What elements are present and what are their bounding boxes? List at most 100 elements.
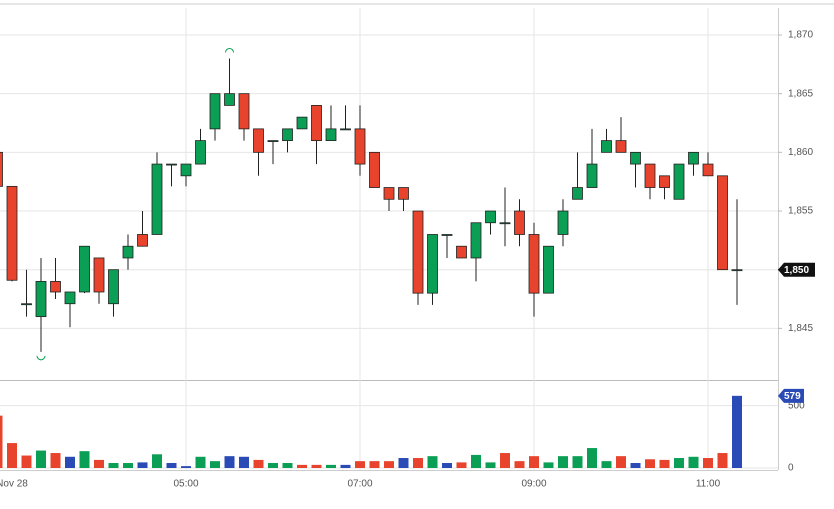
- volume-bar: [0, 415, 3, 468]
- volume-bar: [413, 458, 423, 468]
- candle-body: [64, 291, 76, 305]
- candle-body: [441, 234, 453, 236]
- volume-bar: [50, 453, 61, 468]
- x-tick-label: 07:00: [347, 479, 372, 490]
- volume-bar: [732, 395, 742, 468]
- last-volume-tag: [778, 388, 804, 403]
- candle-body: [195, 140, 206, 165]
- volume-bar: [210, 461, 220, 468]
- candle-body: [311, 105, 322, 142]
- y-tick-label: 1,845: [788, 323, 813, 334]
- volume-bar: [703, 458, 713, 468]
- volume-bar: [181, 466, 191, 468]
- candle-body: [325, 128, 337, 142]
- volume-bar: [645, 459, 655, 468]
- volume-bar: [442, 463, 452, 468]
- volume-bar: [355, 461, 365, 468]
- candle-body: [282, 128, 293, 142]
- candle-body: [166, 163, 177, 166]
- volume-bar: [587, 448, 597, 468]
- volume-bar: [384, 461, 394, 468]
- candle-body: [572, 187, 583, 200]
- candle-body: [122, 245, 134, 259]
- last-price-label: 1,850: [784, 265, 809, 276]
- volume-bar: [79, 451, 90, 468]
- volume-bar: [369, 461, 380, 468]
- candle-body: [557, 210, 569, 235]
- volume-bar: [137, 462, 148, 468]
- candle-body: [586, 163, 598, 188]
- candle-body: [485, 210, 496, 224]
- y-tick-label: 1,870: [788, 30, 813, 41]
- candle-body: [630, 151, 641, 165]
- candle-body: [209, 93, 221, 130]
- candle-body: [456, 245, 467, 259]
- volume-bar: [21, 455, 32, 468]
- candle-body: [717, 175, 728, 271]
- volume-bar: [572, 456, 583, 468]
- candle-body: [93, 257, 105, 293]
- candle-body: [151, 163, 163, 235]
- x-tick-label: 09:00: [521, 479, 546, 490]
- candle-body: [354, 128, 366, 165]
- y-tick-label: 1,865: [788, 88, 813, 99]
- volume-bar: [94, 459, 104, 468]
- candle-body: [514, 210, 525, 235]
- candle-body: [340, 128, 351, 131]
- last-price-tag: [778, 262, 815, 277]
- volume-bar: [485, 462, 496, 468]
- candle-body: [6, 185, 18, 281]
- candle-body: [253, 128, 264, 153]
- volume-bar: [7, 443, 17, 468]
- candle-body: [702, 163, 714, 177]
- candle-body: [50, 281, 61, 293]
- volume-bar: [630, 463, 641, 468]
- volume-bar: [601, 461, 612, 468]
- x-tick-label: 11:00: [696, 479, 721, 490]
- volume-bar: [674, 458, 684, 468]
- low-marker: [36, 355, 46, 361]
- volume-bar: [65, 456, 75, 468]
- volume-bar: [340, 464, 351, 468]
- volume-bar: [514, 461, 525, 468]
- candle-body: [470, 222, 482, 259]
- volume-bar: [688, 456, 699, 468]
- candle-body: [21, 303, 32, 306]
- volume-bar: [326, 464, 336, 468]
- volume-bar: [427, 456, 438, 468]
- candle-body: [673, 163, 685, 200]
- volume-bar: [224, 456, 235, 468]
- volume-bar: [311, 464, 322, 468]
- x-tick-label: Nov 28: [0, 479, 28, 490]
- volume-bar: [398, 458, 409, 468]
- volume-bar: [123, 463, 133, 468]
- candle-body: [108, 269, 119, 305]
- candle-body: [267, 140, 279, 143]
- candle-body: [398, 187, 409, 200]
- candle-body: [0, 151, 3, 187]
- volume-bar: [456, 462, 467, 468]
- candle-body: [659, 175, 670, 188]
- candle-body: [543, 245, 554, 294]
- volume-bar: [253, 459, 264, 468]
- volume-bar: [471, 454, 481, 468]
- candle-body: [601, 140, 612, 153]
- candle-body: [731, 269, 743, 272]
- candle-body: [383, 187, 395, 200]
- volume-bar: [152, 454, 162, 468]
- candle-body: [137, 234, 148, 247]
- volume-bar: [529, 456, 539, 468]
- volume-bar: [268, 463, 278, 468]
- y-tick-label: 1,860: [788, 147, 813, 158]
- x-tick-label: 05:00: [173, 479, 198, 490]
- volume-bar: [616, 456, 626, 468]
- candle-body: [427, 234, 438, 294]
- candle-body: [180, 163, 192, 177]
- candle-body: [224, 93, 235, 106]
- candle-body: [238, 93, 250, 130]
- candle-body: [615, 140, 627, 153]
- volume-bar: [500, 453, 510, 468]
- volume-bar: [195, 456, 206, 468]
- candle-body: [644, 163, 656, 188]
